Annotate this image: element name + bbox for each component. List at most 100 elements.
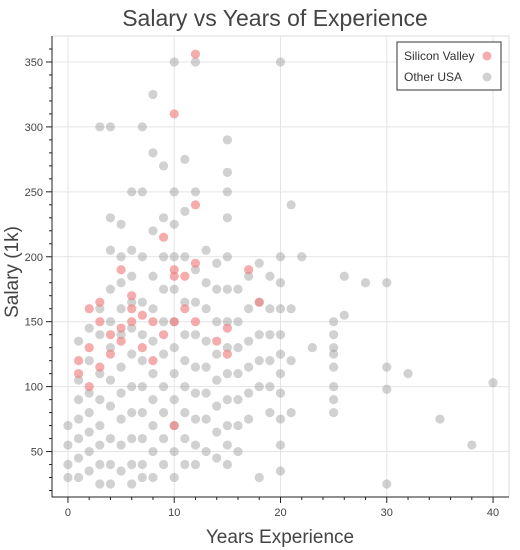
point-other-usa	[116, 304, 126, 314]
point-other-usa	[105, 343, 116, 353]
point-other-usa	[286, 356, 296, 366]
point-other-usa	[169, 284, 179, 294]
point-other-usa	[275, 466, 286, 476]
point-other-usa	[180, 459, 190, 470]
point-silicon-valley	[180, 304, 190, 314]
point-silicon-valley	[190, 258, 201, 268]
point-other-usa	[329, 362, 339, 372]
point-silicon-valley	[116, 336, 126, 346]
point-other-usa	[95, 440, 105, 450]
point-other-usa	[158, 213, 169, 223]
point-other-usa	[158, 317, 169, 327]
point-other-usa	[254, 382, 264, 392]
point-other-usa	[137, 297, 147, 307]
point-silicon-valley	[127, 304, 137, 314]
point-other-usa	[435, 414, 445, 424]
point-other-usa	[180, 252, 190, 262]
point-other-usa	[403, 369, 413, 379]
point-other-usa	[169, 57, 179, 67]
point-other-usa	[201, 446, 211, 457]
point-other-usa	[254, 472, 264, 483]
point-silicon-valley	[169, 420, 179, 431]
point-other-usa	[148, 369, 158, 379]
point-other-usa	[222, 317, 232, 327]
x-tick-label-20: 20	[274, 507, 286, 519]
point-other-usa	[201, 278, 211, 288]
point-silicon-valley	[222, 323, 232, 333]
point-other-usa	[105, 213, 116, 223]
point-other-usa	[339, 310, 349, 320]
point-other-usa	[84, 466, 94, 476]
legend-marker-silicon-valley	[482, 51, 492, 61]
point-other-usa	[275, 369, 286, 379]
point-other-usa	[148, 395, 158, 405]
point-other-usa	[63, 459, 73, 470]
point-other-usa	[95, 395, 105, 405]
point-other-usa	[116, 466, 126, 476]
point-other-usa	[116, 252, 126, 262]
point-other-usa	[84, 356, 94, 366]
x-tick-label-40: 40	[487, 507, 499, 519]
point-other-usa	[222, 395, 232, 405]
point-other-usa	[73, 472, 84, 483]
point-other-usa	[127, 297, 137, 307]
point-other-usa	[212, 453, 222, 463]
point-other-usa	[180, 382, 190, 392]
point-other-usa	[180, 356, 190, 366]
point-other-usa	[116, 440, 126, 450]
point-other-usa	[73, 414, 84, 424]
point-other-usa	[222, 459, 232, 470]
point-other-usa	[254, 330, 264, 340]
point-other-usa	[105, 245, 116, 255]
point-other-usa	[307, 343, 317, 353]
point-other-usa	[244, 271, 254, 281]
point-other-usa	[116, 219, 126, 229]
point-other-usa	[254, 356, 264, 366]
point-other-usa	[212, 375, 222, 385]
point-silicon-valley	[212, 336, 222, 346]
point-other-usa	[158, 433, 169, 444]
point-other-usa	[148, 271, 158, 281]
point-other-usa	[265, 407, 275, 418]
point-other-usa	[180, 433, 190, 444]
point-other-usa	[275, 57, 286, 67]
point-other-usa	[116, 414, 126, 424]
point-other-usa	[329, 382, 339, 392]
point-other-usa	[222, 135, 232, 145]
point-other-usa	[190, 414, 201, 424]
point-silicon-valley	[169, 109, 179, 119]
point-other-usa	[116, 388, 126, 398]
y-tick-label-250: 250	[25, 187, 43, 199]
point-other-usa	[137, 382, 147, 392]
legend-label-silicon-valley: Silicon Valley	[404, 49, 474, 63]
point-other-usa	[265, 271, 275, 281]
point-other-usa	[222, 343, 232, 353]
point-other-usa	[169, 395, 179, 405]
point-silicon-valley	[148, 356, 158, 366]
point-other-usa	[137, 459, 147, 470]
point-silicon-valley	[84, 382, 94, 392]
point-other-usa	[137, 252, 147, 262]
point-other-usa	[190, 297, 201, 307]
y-tick-label-100: 100	[25, 382, 43, 394]
point-silicon-valley	[84, 343, 94, 353]
point-other-usa	[212, 427, 222, 437]
point-silicon-valley	[95, 362, 105, 372]
point-other-usa	[488, 378, 498, 388]
point-silicon-valley	[105, 349, 116, 359]
y-axis-title: Salary (1k)	[2, 226, 23, 318]
legend: Silicon Valley Other USA	[396, 41, 502, 91]
point-other-usa	[360, 278, 371, 288]
point-silicon-valley	[190, 317, 201, 327]
point-silicon-valley	[84, 304, 94, 314]
point-other-usa	[95, 479, 105, 489]
point-silicon-valley	[158, 232, 169, 242]
point-other-usa	[127, 323, 137, 333]
y-tick-label-300: 300	[25, 122, 43, 134]
point-silicon-valley	[73, 369, 84, 379]
point-other-usa	[73, 336, 84, 346]
point-other-usa	[233, 343, 243, 353]
point-other-usa	[265, 382, 275, 392]
y-tick-label-200: 200	[25, 252, 43, 264]
point-other-usa	[73, 433, 84, 444]
